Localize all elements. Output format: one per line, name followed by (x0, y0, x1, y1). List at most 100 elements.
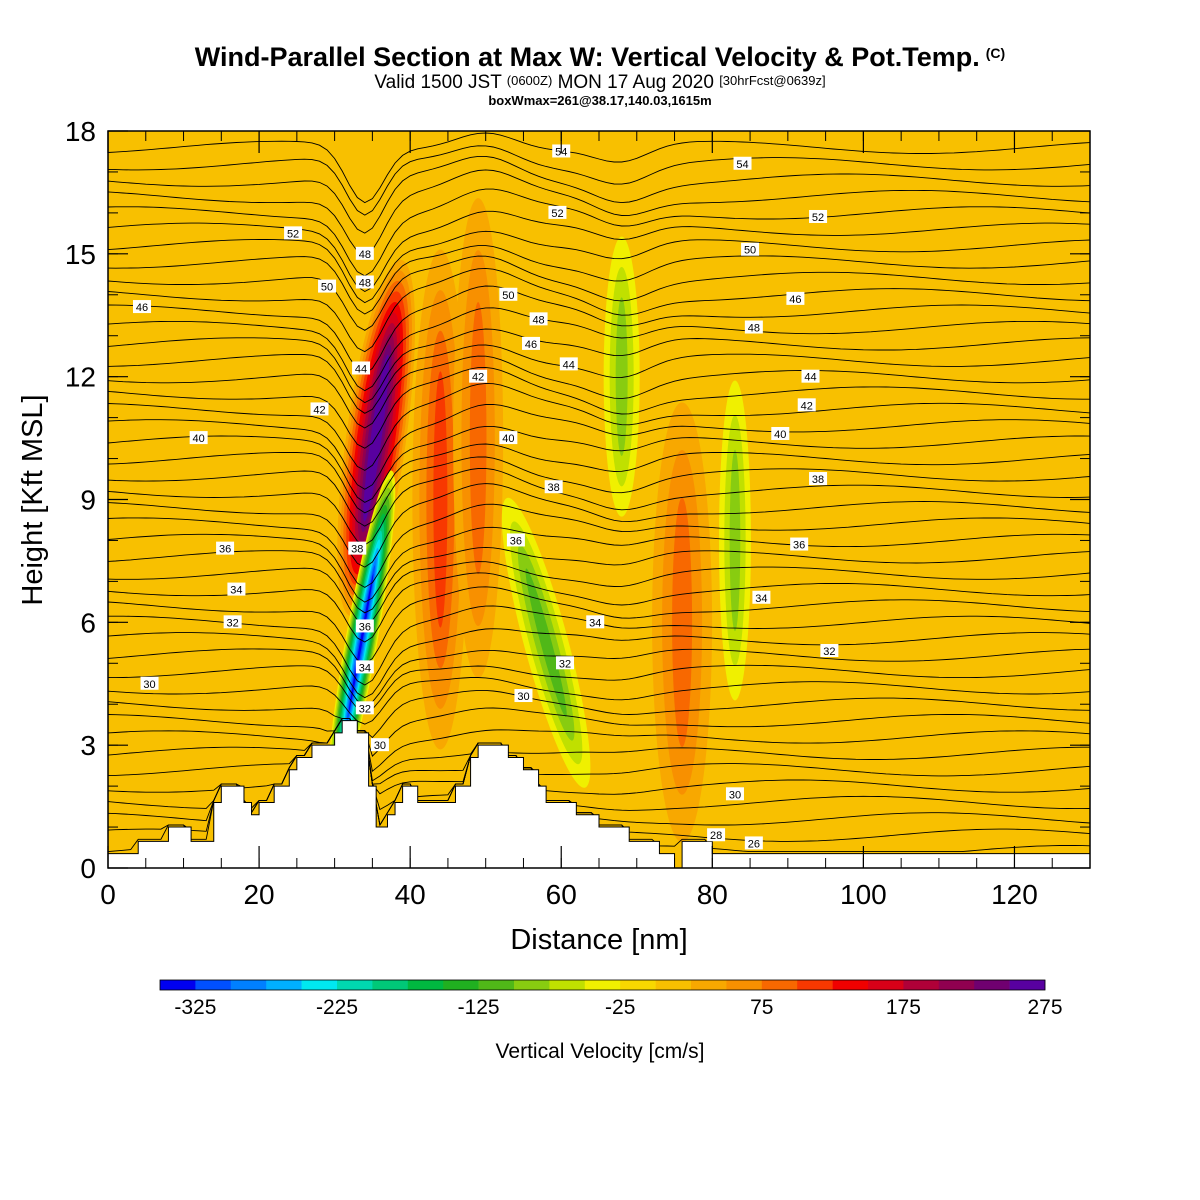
valid-date: MON 17 Aug 2020 (557, 72, 714, 93)
y-tick-label: 15 (65, 239, 96, 270)
x-tick-label: 40 (395, 879, 426, 910)
colorbar-label: -325 (174, 996, 216, 1019)
contour-label: 42 (469, 369, 488, 384)
contour-label-text: 50 (502, 290, 514, 302)
contour-label-text: 36 (510, 535, 522, 547)
contour-label-text: 38 (351, 544, 363, 556)
contour-label: 42 (797, 398, 816, 412)
contour-label: 54 (733, 156, 752, 171)
contour-label-text: 50 (321, 282, 333, 294)
x-tick-label: 20 (243, 879, 274, 910)
contour-label-text: 42 (472, 372, 484, 384)
contour-label-text: 48 (532, 314, 544, 326)
contour-label-text: 30 (374, 740, 386, 752)
contour-label: 28 (707, 828, 726, 842)
contour-label-box (801, 369, 820, 383)
contour-label-box (744, 320, 763, 334)
contour-label: 50 (318, 279, 337, 294)
contour-label-box (544, 480, 563, 494)
contour-label-text: 44 (563, 359, 575, 371)
isentrope-line (108, 628, 1090, 699)
isentrope-line (108, 188, 1090, 277)
contour-label: 34 (355, 660, 374, 674)
colorbar-label: -125 (458, 996, 500, 1019)
contour-label-box (355, 275, 374, 289)
contour-label-text: 42 (313, 404, 325, 416)
contour-label-text: 48 (359, 277, 371, 289)
isentrope-line (108, 707, 1090, 757)
contour-label-text: 38 (548, 482, 560, 494)
contour-label-box (820, 643, 839, 657)
contour-label: 36 (506, 533, 525, 547)
contour-label: 30 (514, 689, 533, 703)
box-wmax-line: boxWmax=261@38.17,140.03,1615m (488, 93, 712, 108)
colorbar-swatch (549, 980, 586, 990)
contour-label-text: 36 (219, 544, 231, 556)
colorbar-swatch (478, 980, 515, 990)
contour-label-box (529, 312, 548, 326)
contour-label-box (227, 582, 246, 596)
colorbar-label: -225 (316, 996, 358, 1019)
isentrope-line (108, 443, 1090, 514)
colorbar-swatch (195, 980, 232, 990)
x-tick-label: 80 (697, 879, 728, 910)
isentrope-line (108, 169, 1090, 256)
contour-label-box (744, 836, 763, 850)
contour-label-text: 54 (736, 159, 748, 171)
contour-label-text: 34 (755, 593, 767, 605)
terrain (108, 720, 1090, 868)
colorbar-swatch (337, 980, 373, 990)
contour-label-box (499, 287, 518, 301)
x-tick-label: 0 (100, 879, 116, 910)
isentrope-line (108, 132, 1090, 204)
contour-label-text: 34 (230, 585, 242, 597)
x-axis-title: Distance [nm] (510, 924, 687, 956)
isentrope-line (108, 718, 1090, 811)
contour-label-box (469, 369, 488, 383)
contour-label-box (797, 398, 816, 412)
colorbar-label: 75 (750, 996, 773, 1019)
contour-label: 36 (355, 619, 374, 633)
contour-label-text: 48 (359, 249, 371, 261)
velocity-feature (652, 402, 713, 843)
y-tick-label: 12 (65, 362, 96, 393)
plot-background (108, 131, 1090, 868)
contour-label: 42 (310, 402, 329, 416)
contour-label-box (355, 619, 374, 633)
velocity-contour-band (469, 302, 487, 575)
isentrope-line (108, 355, 1090, 429)
contour-labels: 30 32 34 36 40 42 46 50 52 48 48 44 38 36 34 32 30 54 52 50… (132, 144, 839, 850)
colorbar-swatch (974, 980, 1010, 990)
colorbar-swatch (160, 980, 196, 990)
contour-label-box (189, 431, 208, 445)
colorbar-swatch (797, 980, 833, 990)
contour-label-text: 42 (801, 400, 813, 412)
contour-label-box (556, 656, 575, 670)
contour-label-text: 44 (355, 363, 367, 375)
contour-label-box (355, 246, 374, 260)
contour-label: 48 (355, 275, 374, 289)
y-tick-label: 6 (80, 607, 96, 638)
contour-label-box (355, 701, 374, 715)
isentrope-line (108, 245, 1090, 315)
isentrope-line (108, 718, 1090, 795)
contour-label: 30 (140, 676, 159, 691)
contour-label: 30 (725, 787, 744, 801)
colorbar-swatch (938, 980, 975, 990)
contour-label-text: 28 (710, 830, 722, 842)
isentrope-line (108, 382, 1090, 471)
isentrope-line (108, 718, 1090, 785)
y-tick-label: 9 (80, 485, 96, 516)
contour-label-box (548, 205, 567, 219)
isentrope-line (108, 718, 1090, 773)
colorbar-swatch (301, 980, 338, 990)
contour-label: 50 (499, 287, 518, 302)
contour-label-box (216, 541, 235, 555)
valid-time-line: Valid 1500 JST (0600Z) MON 17 Aug 2020 [… (0, 72, 1200, 94)
isentrope-line (108, 586, 1090, 665)
colorbar-swatch (407, 980, 444, 990)
contour-label-text: 50 (744, 245, 756, 257)
contour-label: 36 (790, 537, 809, 552)
